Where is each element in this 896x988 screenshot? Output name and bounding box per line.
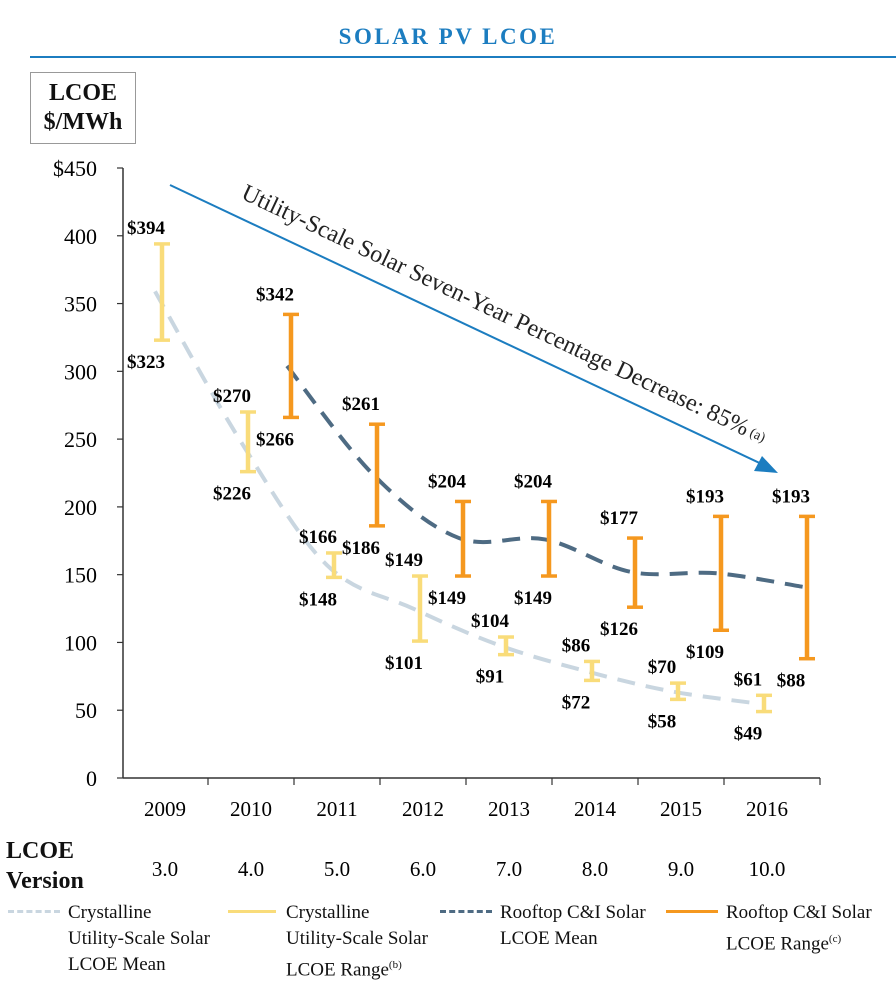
legend-swatch-rooftop-mean [440, 910, 492, 913]
rooftop-range-low-label: $126 [600, 619, 638, 640]
utility-range-high-label: $166 [299, 527, 337, 548]
lcoe-version-value: 6.0 [410, 857, 436, 881]
utility-range-high-label: $104 [471, 611, 510, 632]
legend-swatch-utility-range [228, 910, 276, 913]
decrease-arrow-line [169, 184, 769, 468]
legend-rooftop-range-sup: (c) [828, 933, 842, 945]
legend-utility-range-line2: Utility-Scale Solar [286, 928, 428, 949]
utility-range-high-label: $270 [213, 386, 251, 407]
utility-mean-line [153, 290, 758, 706]
rooftop-range-low-label: $149 [428, 588, 466, 609]
y-tick-label: 300 [64, 359, 97, 384]
lcoe-version-value: 4.0 [238, 857, 264, 881]
utility-range-low-label: $72 [562, 692, 591, 713]
y-tick-label: 250 [64, 427, 97, 452]
legend-rooftop-mean-line2: LCOE Mean [500, 928, 598, 949]
rooftop-range-high-label: $261 [342, 394, 380, 415]
utility-range-low-label: $323 [127, 352, 165, 373]
lcoe-version-value: 7.0 [496, 857, 522, 881]
rooftop-range-high-label: $193 [686, 486, 724, 507]
lcoe-version-value: 9.0 [668, 857, 694, 881]
utility-range-low-label: $101 [385, 653, 423, 674]
rooftop-range-low-label: $186 [342, 538, 380, 559]
utility-range-high-label: $86 [562, 635, 591, 656]
decrease-annotation-sup: (a) [744, 424, 768, 446]
rooftop-range-low-label: $266 [256, 429, 294, 450]
chart-title: SOLAR PV LCOE [338, 24, 558, 49]
utility-range-low-label: $226 [213, 484, 251, 505]
x-tick-label: 2009 [144, 797, 186, 821]
title-rule [30, 56, 896, 58]
utility-range-high-label: $394 [127, 218, 166, 239]
rooftop-mean-line [285, 364, 804, 589]
legend-utility-range-sup: (b) [388, 959, 402, 971]
rooftop-range-high-label: $204 [428, 471, 467, 492]
lcoe-version-value: 5.0 [324, 857, 350, 881]
rooftop-range-high-label: $177 [600, 508, 639, 529]
x-tick-label: 2014 [574, 797, 617, 821]
rooftop-range-high-label: $342 [256, 284, 294, 305]
lcoe-version-label: LCOE Version [6, 836, 84, 896]
legend-swatch-utility-mean [8, 910, 60, 913]
legend-swatch-rooftop-range [666, 910, 718, 913]
rooftop-range-low-label: $109 [686, 642, 724, 663]
y-tick-label: 0 [86, 766, 97, 791]
y-tick-label: $450 [53, 156, 97, 181]
x-tick-label: 2012 [402, 797, 444, 821]
legend-rooftop-mean-line1: Rooftop C&I Solar [500, 902, 646, 923]
rooftop-range-low-label: $88 [777, 671, 806, 692]
lcoe-version-label-line1: LCOE [6, 838, 75, 864]
utility-range-low-label: $91 [476, 667, 505, 688]
utility-range-low-label: $58 [648, 711, 677, 732]
legend-rooftop-range-line1: Rooftop C&I Solar [726, 902, 872, 923]
utility-range-low-label: $148 [299, 589, 337, 610]
x-tick-label: 2015 [660, 797, 702, 821]
x-tick-label: 2010 [230, 797, 272, 821]
y-tick-label: 400 [64, 224, 97, 249]
utility-range-high-label: $149 [385, 550, 423, 571]
y-tick-label: 50 [75, 698, 97, 723]
lcoe-version-value: 8.0 [582, 857, 608, 881]
lcoe-version-label-line2: Version [6, 868, 84, 894]
lcoe-version-value: 10.0 [749, 857, 786, 881]
rooftop-range-low-label: $149 [514, 588, 552, 609]
x-tick-label: 2011 [316, 797, 357, 821]
legend-rooftop-range-line2: LCOE Range [726, 933, 829, 955]
y-axis-unit-line1: LCOE [48, 80, 117, 106]
legend-utility-mean-line3: LCOE Mean [68, 954, 166, 975]
legend-utility-range-line1: Crystalline [286, 902, 370, 923]
utility-range-low-label: $49 [734, 724, 763, 745]
rooftop-range-high-label: $204 [514, 471, 553, 492]
utility-range-high-label: $70 [648, 657, 677, 678]
y-tick-label: 200 [64, 495, 97, 520]
y-tick-label: 150 [64, 563, 97, 588]
decrease-arrow-head [754, 456, 778, 473]
utility-range-high-label: $61 [734, 669, 763, 690]
y-tick-label: 350 [64, 292, 97, 317]
rooftop-range-high-label: $193 [772, 486, 810, 507]
legend-utility-range-line3: LCOE Range [286, 959, 389, 981]
y-tick-label: 100 [64, 630, 97, 655]
decrease-annotation: Utility-Scale Solar Seven-Year Percentag… [237, 180, 770, 450]
y-axis-unit-line2: $/MWh [43, 109, 123, 135]
x-tick-label: 2016 [746, 797, 788, 821]
legend-utility-mean-line1: Crystalline [68, 902, 152, 923]
x-tick-label: 2013 [488, 797, 530, 821]
legend-utility-mean-line2: Utility-Scale Solar [68, 928, 210, 949]
y-axis-unit-box: LCOE $/MWh [30, 72, 136, 144]
lcoe-version-value: 3.0 [152, 857, 178, 881]
